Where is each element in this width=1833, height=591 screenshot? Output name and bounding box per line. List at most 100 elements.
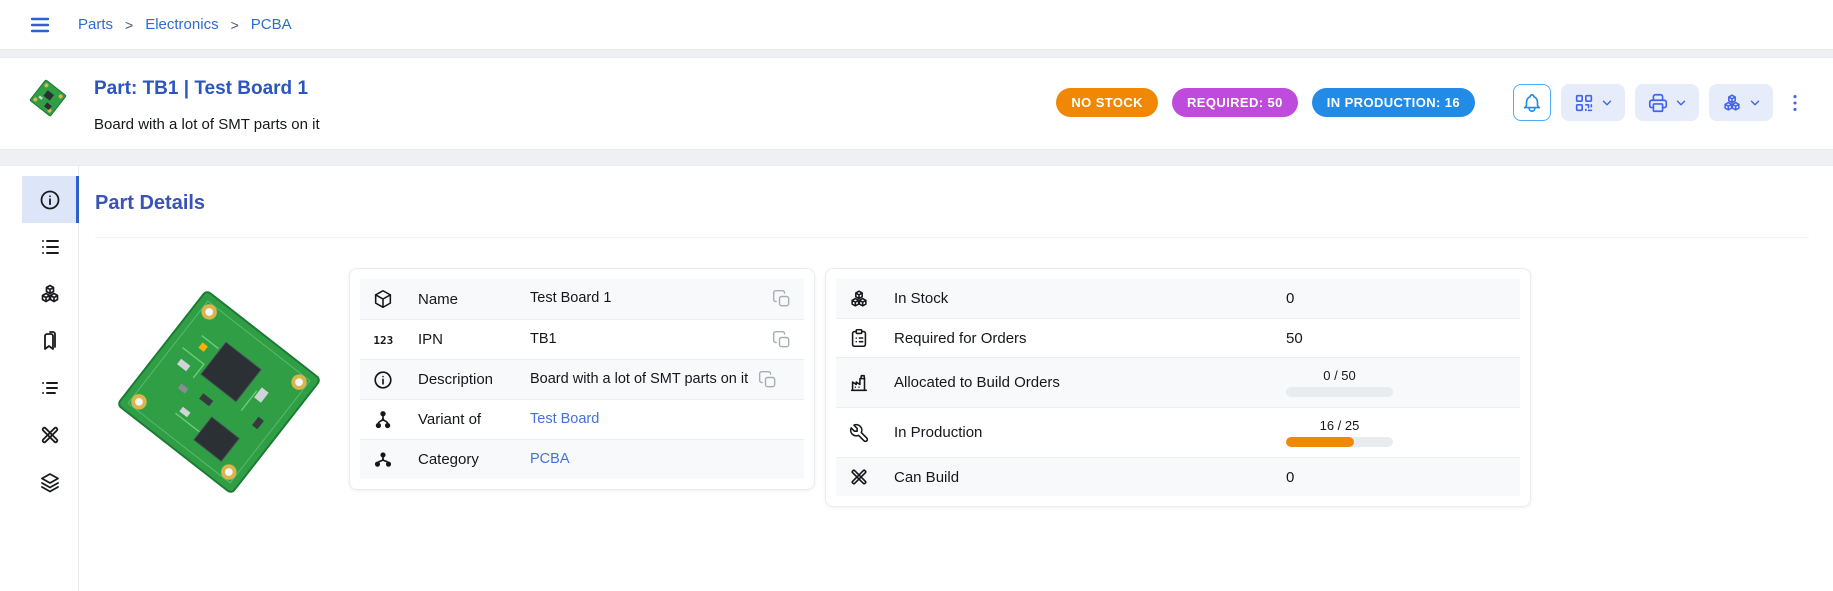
detail-label: Name (418, 290, 459, 308)
table-row: Variant of Test Board (360, 399, 804, 439)
menu-icon[interactable] (28, 13, 52, 37)
progress-text: 0 / 50 (1323, 368, 1356, 383)
breadcrumb-link-pcba[interactable]: PCBA (250, 16, 292, 33)
progress-allocated: 0 / 50 (1286, 368, 1393, 397)
part-description: Board with a lot of SMT parts on it (94, 116, 320, 133)
section-title: Part Details (95, 192, 206, 214)
subscribe-button[interactable] (1513, 84, 1551, 121)
chevron-down-icon (1674, 96, 1688, 110)
bookmarks-icon (38, 329, 62, 353)
dots-vertical-icon (1784, 92, 1806, 114)
info-circle-icon (38, 188, 62, 212)
in-production-badge: IN PRODUCTION: 16 (1311, 88, 1475, 117)
stock-status-badge: NO STOCK (1056, 88, 1158, 117)
numbers-123-icon: 123 (372, 329, 396, 351)
stock-label: Can Build (894, 468, 960, 486)
cubes-icon (848, 288, 870, 310)
detail-label: Variant of (418, 411, 482, 428)
copy-icon[interactable] (772, 289, 792, 309)
stack-icon (38, 470, 62, 494)
stock-value: 50 (1286, 329, 1303, 347)
progress-bar (1286, 387, 1393, 397)
part-thumbnail (28, 78, 68, 118)
part-header: Part: TB1 | Test Board 1 Board with a lo… (0, 57, 1833, 150)
cubes-icon (38, 282, 62, 306)
list-icon (38, 235, 62, 259)
detail-value: TB1 (530, 330, 557, 347)
detail-label: Description (418, 371, 494, 388)
copy-icon[interactable] (758, 370, 778, 390)
part-details-table: Name Test Board 1 123 IPN TB1 (349, 268, 815, 490)
table-row: In Production 16 / 25 (836, 407, 1520, 457)
factory-icon (848, 372, 870, 394)
breadcrumb-link-parts[interactable]: Parts (78, 16, 114, 33)
package-icon (372, 288, 396, 310)
part-sidebar (22, 166, 79, 591)
tools-icon (38, 423, 62, 447)
cubes-icon (1721, 92, 1743, 114)
copy-icon[interactable] (772, 330, 792, 350)
table-row: Can Build 0 (836, 457, 1520, 496)
stock-details-table: In Stock 0 Required for Orders (825, 268, 1531, 507)
required-badge: REQUIRED: 50 (1171, 88, 1298, 117)
table-row: Required for Orders 50 (836, 318, 1520, 357)
sidebar-item-part-details[interactable] (22, 176, 79, 223)
details-content-row: Name Test Board 1 123 IPN TB1 (95, 268, 1809, 516)
progress-bar (1286, 437, 1393, 447)
breadcrumb: Parts > Electronics > PCBA (78, 16, 292, 33)
detail-label: Category (418, 451, 479, 468)
svg-text:123: 123 (373, 334, 393, 347)
main-panel: Part Details (0, 165, 1833, 591)
sidebar-item-variants[interactable] (22, 317, 78, 364)
breadcrumb-bar: Parts > Electronics > PCBA (0, 0, 1833, 50)
table-row: Category PCBA (360, 439, 804, 479)
breadcrumb-separator: > (230, 16, 239, 33)
breadcrumb-link-electronics[interactable]: Electronics (145, 16, 219, 33)
sidebar-item-used-in[interactable] (22, 458, 78, 505)
category-link[interactable]: PCBA (530, 450, 570, 467)
progress-text: 16 / 25 (1319, 418, 1360, 433)
stock-value: 0 (1286, 468, 1295, 486)
qrcode-icon (1573, 92, 1595, 114)
print-actions-button[interactable] (1635, 84, 1699, 121)
table-row: Description Board with a lot of SMT part… (360, 359, 804, 399)
header-right: NO STOCK REQUIRED: 50 IN PRODUCTION: 16 (1056, 84, 1807, 121)
sidebar-item-stock[interactable] (22, 270, 78, 317)
table-row: Allocated to Build Orders 0 / 50 (836, 357, 1520, 407)
part-image[interactable] (103, 268, 335, 516)
sidebar-item-parameters[interactable] (22, 223, 78, 270)
chevron-down-icon (1748, 96, 1762, 110)
info-circle-icon (372, 369, 396, 391)
progress-fill (1286, 437, 1355, 447)
variant-of-link[interactable]: Test Board (530, 410, 600, 427)
stock-label: In Production (894, 424, 983, 441)
table-row: Name Test Board 1 (360, 279, 804, 319)
tools-icon (848, 466, 870, 488)
sidebar-item-build-orders[interactable] (22, 411, 78, 458)
printer-icon (1647, 92, 1669, 114)
page-title: Part: TB1 | Test Board 1 (94, 78, 309, 99)
clipboard-list-icon (848, 327, 870, 349)
table-row: 123 IPN TB1 (360, 319, 804, 359)
header-actions (1513, 84, 1807, 121)
stock-label: Allocated to Build Orders (894, 374, 1060, 391)
chevron-down-icon (1600, 96, 1614, 110)
stock-value: 0 (1286, 290, 1295, 307)
section-divider (95, 237, 1809, 238)
detail-value: Board with a lot of SMT parts on it (530, 370, 749, 387)
stock-label: Required for Orders (894, 329, 1027, 347)
barcode-actions-button[interactable] (1561, 84, 1625, 121)
stock-actions-button[interactable] (1709, 84, 1773, 121)
wrench-icon (848, 422, 870, 444)
sidebar-item-bill-of-materials[interactable] (22, 364, 78, 411)
part-details-panel: Part Details (79, 166, 1833, 591)
progress-in-production: 16 / 25 (1286, 418, 1393, 447)
list-details-icon (38, 376, 62, 400)
detail-value: Test Board 1 (530, 290, 612, 307)
more-actions-button[interactable] (1783, 84, 1807, 121)
binary-tree-icon (372, 409, 396, 431)
sitemap-icon (372, 449, 396, 471)
table-row: In Stock 0 (836, 279, 1520, 318)
part-header-text: Part: TB1 | Test Board 1 Board with a lo… (94, 72, 320, 133)
stock-label: In Stock (894, 290, 949, 307)
